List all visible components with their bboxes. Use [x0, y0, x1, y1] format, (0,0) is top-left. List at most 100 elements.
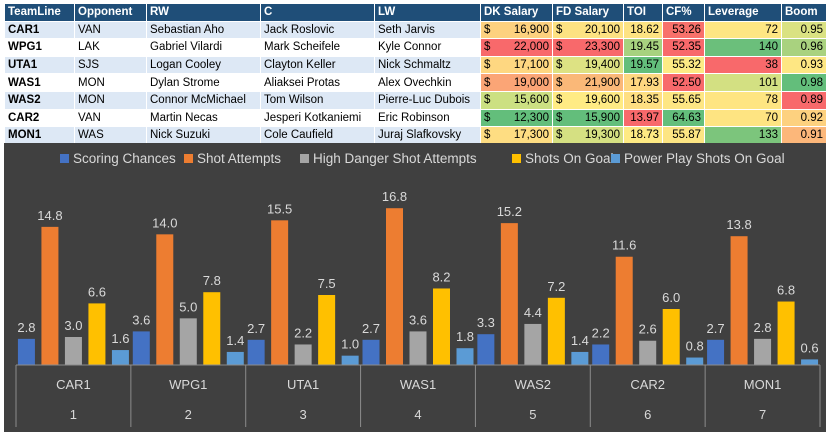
bar-was1-series-5[interactable] — [456, 348, 474, 365]
bar-was2-series-2[interactable] — [500, 223, 518, 365]
table-row: CAR2 VAN Martin Necas Jesperi Kotkaniemi Eri… — [4, 108, 827, 128]
x-group-label: 7 — [759, 407, 766, 422]
bar-was1-series-2[interactable] — [386, 208, 403, 365]
cell-lw: Pierre-Luc Dubois — [374, 90, 481, 110]
bar-was2-series-1[interactable] — [477, 334, 495, 365]
header-leverage[interactable]: Leverage — [704, 3, 782, 22]
bar-was1-series-3[interactable] — [409, 331, 427, 365]
currency-symbol: $ — [556, 76, 563, 89]
cell-c: Clayton Keller — [260, 55, 375, 75]
header-rw[interactable]: RW — [146, 3, 261, 22]
x-group-label: 5 — [529, 407, 536, 422]
bar-wpg1-series-1[interactable] — [132, 331, 150, 365]
legend-label-3[interactable]: High Danger Shot Attempts — [313, 151, 477, 166]
bar-mon1-series-1[interactable] — [707, 339, 725, 365]
legend-label-5[interactable]: Power Play Shots On Goal — [624, 151, 785, 166]
cell-leverage: 101 — [704, 73, 782, 92]
header-lw[interactable]: LW — [374, 3, 481, 22]
currency-symbol: $ — [556, 129, 563, 142]
data-label-car1-series-4: 6.6 — [88, 284, 106, 299]
cell-dk-salary-value: 22,000 — [513, 41, 549, 54]
cell-boom: 0.89 — [781, 90, 827, 110]
header-c[interactable]: C — [260, 3, 375, 22]
data-label-was2-series-2: 15.2 — [497, 204, 522, 219]
bar-mon1-series-5[interactable] — [801, 359, 819, 365]
cell-lw: Juraj Slafkovsky — [374, 126, 481, 145]
bar-wpg1-series-5[interactable] — [226, 351, 244, 365]
header-cf-pct[interactable]: CF% — [662, 3, 705, 22]
table-header-row: TeamLine Opponent RW C LW DK Salary FD Salary T… — [4, 3, 827, 22]
header-teamline[interactable]: TeamLine — [4, 3, 75, 22]
bar-uta1-series-4[interactable] — [318, 295, 336, 365]
data-label-mon1-series-4: 6.8 — [777, 283, 795, 298]
bar-wpg1-series-3[interactable] — [179, 318, 197, 365]
cell-fd-salary: $21,900 — [552, 73, 624, 92]
data-label-wpg1-series-5: 1.4 — [226, 333, 244, 348]
bar-car1-series-2[interactable] — [41, 226, 59, 365]
bar-car1-series-5[interactable] — [111, 350, 129, 365]
bar-car2-series-1[interactable] — [592, 344, 610, 365]
data-label-car2-series-2: 11.6 — [612, 238, 636, 253]
cell-toi: 18.35 — [623, 90, 663, 110]
bar-was2-series-4[interactable] — [547, 297, 565, 365]
cell-boom: 0.92 — [781, 108, 827, 128]
bar-car2-series-4[interactable] — [662, 309, 680, 365]
header-toi[interactable]: TOI — [623, 3, 663, 22]
bar-car1-series-3[interactable] — [64, 337, 82, 365]
cell-c: Jesperi Kotkaniemi — [260, 108, 375, 128]
data-label-car2-series-5: 0.8 — [686, 339, 704, 354]
data-label-car1-series-2: 14.8 — [37, 208, 62, 223]
table-row: WPG1 LAK Gabriel Vilardi Mark Scheifele Kyle… — [4, 38, 827, 57]
cell-opponent: VAN — [74, 20, 147, 40]
bar-car2-series-5[interactable] — [686, 357, 704, 365]
legend-label-1[interactable]: Scoring Chances — [73, 151, 176, 166]
bar-mon1-series-3[interactable] — [754, 338, 772, 365]
bar-was2-series-5[interactable] — [571, 351, 589, 365]
bar-uta1-series-1[interactable] — [247, 339, 265, 365]
cell-cf-pct: 55.32 — [662, 55, 705, 75]
data-label-was2-series-4: 7.2 — [547, 279, 565, 294]
bar-wpg1-series-2[interactable] — [156, 234, 174, 365]
bar-car1-series-4[interactable] — [88, 303, 106, 365]
legend-label-4[interactable]: Shots On Goal — [525, 151, 614, 166]
header-dk-salary[interactable]: DK Salary — [480, 3, 553, 22]
header-boom[interactable]: Boom — [781, 3, 827, 22]
cell-leverage: 72 — [704, 20, 782, 40]
data-label-uta1-series-4: 7.5 — [318, 276, 336, 291]
cell-dk-salary-value: 12,300 — [513, 111, 549, 124]
cell-boom: 0.91 — [781, 126, 827, 145]
bar-was2-series-3[interactable] — [524, 323, 542, 365]
legend-swatch-3 — [300, 154, 309, 163]
data-label-mon1-series-1: 2.7 — [707, 321, 725, 336]
bar-wpg1-series-4[interactable] — [203, 292, 221, 365]
bar-was1-series-4[interactable] — [433, 288, 450, 365]
cell-teamline: WAS1 — [4, 73, 75, 92]
x-group-label: 6 — [644, 407, 651, 422]
cell-boom: 0.93 — [781, 55, 827, 75]
cell-toi: 18.62 — [623, 20, 663, 40]
cell-leverage: 78 — [704, 90, 782, 110]
bar-uta1-series-5[interactable] — [341, 355, 359, 365]
header-fd-salary[interactable]: FD Salary — [552, 3, 624, 22]
bar-mon1-series-2[interactable] — [730, 236, 748, 365]
header-opponent[interactable]: Opponent — [74, 3, 147, 22]
cell-dk-salary-value: 19,000 — [513, 76, 549, 89]
cell-dk-salary: $17,100 — [480, 55, 553, 75]
x-tick-label: WPG1 — [169, 377, 207, 392]
bar-was1-series-1[interactable] — [362, 339, 380, 365]
cell-opponent: MON — [74, 90, 147, 110]
bar-mon1-series-4[interactable] — [777, 301, 795, 365]
cell-dk-salary: $15,600 — [480, 90, 553, 110]
bar-car1-series-1[interactable] — [17, 338, 35, 365]
bar-uta1-series-3[interactable] — [294, 344, 312, 365]
bar-uta1-series-2[interactable] — [271, 220, 289, 365]
currency-symbol: $ — [484, 94, 491, 107]
cell-fd-salary-value: 19,300 — [584, 129, 620, 142]
cell-teamline: WPG1 — [4, 38, 75, 57]
cell-dk-salary-value: 17,100 — [513, 59, 549, 72]
bar-car2-series-3[interactable] — [639, 340, 657, 365]
table-row: CAR1 VAN Sebastian Aho Jack Roslovic Seth Ja… — [4, 20, 827, 40]
cell-fd-salary-value: 21,900 — [584, 76, 620, 89]
bar-car2-series-2[interactable] — [615, 256, 633, 365]
legend-label-2[interactable]: Shot Attempts — [197, 151, 281, 166]
